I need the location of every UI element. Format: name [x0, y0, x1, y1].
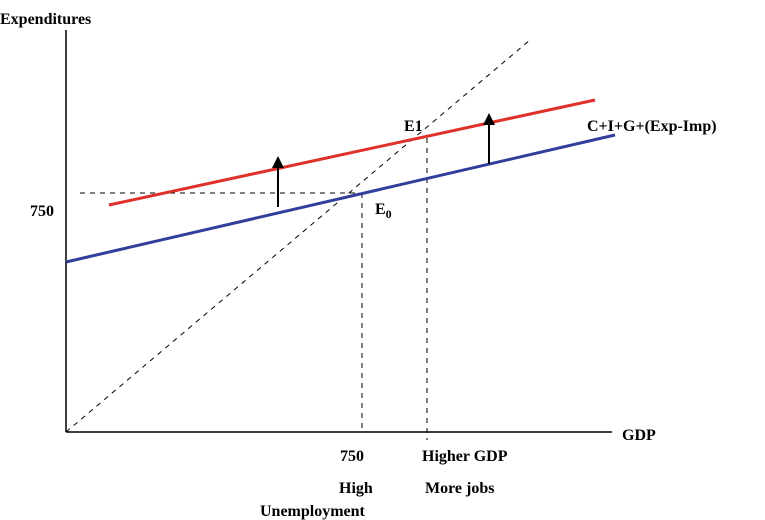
shifted-ae-line — [108, 98, 596, 207]
higher-gdp-label: Higher GDP — [422, 448, 508, 465]
e0-subscript: 0 — [386, 207, 392, 221]
more-jobs-label: More jobs — [425, 480, 494, 497]
ae-curve-label: C+I+G+(Exp-Imp) — [587, 118, 717, 135]
e0-label: E0 — [375, 201, 392, 221]
x-tick-750-label: 750 — [340, 448, 364, 465]
y-tick-750-label: 750 — [30, 203, 54, 220]
x-axis-label: GDP — [622, 427, 656, 444]
original-ae-line — [65, 133, 616, 264]
e0-main: E — [375, 201, 386, 218]
unemployment-label: Unemployment — [260, 503, 366, 520]
y-axis-label: Expenditures — [0, 11, 91, 28]
e1-label: E1 — [404, 118, 423, 135]
forty-five-degree-line — [65, 39, 531, 433]
high-label: High — [339, 480, 373, 497]
